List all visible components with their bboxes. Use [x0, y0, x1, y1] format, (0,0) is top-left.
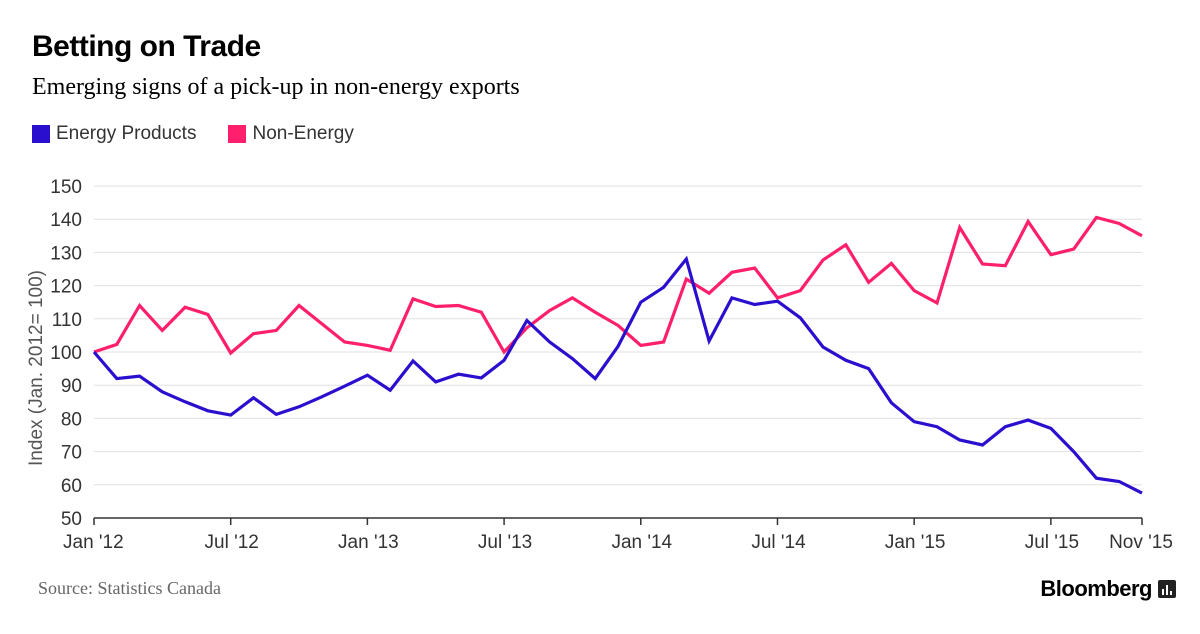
- x-tick-label: Jul '14: [751, 532, 806, 553]
- x-tick-label: Jan '13: [338, 532, 399, 553]
- x-tick-label: Jul '12: [205, 532, 259, 553]
- y-axis-label: Index (Jan. 2012= 100): [26, 270, 47, 466]
- chart-title: Betting on Trade: [32, 30, 261, 63]
- chart-subtitle: Emerging signs of a pick-up in non-energ…: [32, 74, 520, 100]
- series-line-non-energy: [93, 215, 1143, 356]
- x-tick-label: Jul '13: [478, 532, 532, 553]
- y-tick-label: 110: [52, 310, 82, 331]
- y-tick-label: 90: [61, 376, 82, 397]
- y-tick-label: 140: [50, 210, 82, 231]
- y-tick-label: 50: [61, 509, 82, 530]
- y-tick-label: 150: [50, 177, 82, 198]
- legend-label-non-energy: Non-Energy: [252, 123, 354, 144]
- legend-label-energy: Energy Products: [56, 123, 197, 144]
- source-note: Source: Statistics Canada: [38, 578, 221, 598]
- brand-logo: Bloomberg: [1040, 576, 1176, 602]
- y-tick-label: 100: [50, 343, 82, 364]
- y-tick-label: 80: [61, 409, 82, 430]
- x-tick-label: Jan '12: [63, 532, 124, 553]
- x-tick-label: Jan '14: [611, 532, 672, 553]
- x-tick-label: Jan '15: [885, 532, 946, 553]
- brand-name: Bloomberg: [1040, 576, 1152, 601]
- y-tick-label: 130: [50, 243, 82, 264]
- x-tick-label: Jul '15: [1025, 532, 1079, 553]
- bloomberg-chart-icon: [1158, 580, 1176, 598]
- legend-item-non-energy: Non-Energy: [228, 123, 354, 145]
- legend-item-energy: Energy Products: [32, 123, 196, 145]
- x-tick-label: Nov '15: [1109, 532, 1173, 553]
- y-tick-label: 120: [50, 277, 82, 298]
- legend-swatch-energy: [32, 125, 50, 143]
- legend: Energy Products Non-Energy: [32, 123, 386, 145]
- y-tick-label: 70: [61, 443, 82, 464]
- series-line-energy-products: [92, 255, 1143, 495]
- legend-swatch-non-energy: [228, 125, 247, 143]
- y-tick-label: 60: [61, 476, 82, 497]
